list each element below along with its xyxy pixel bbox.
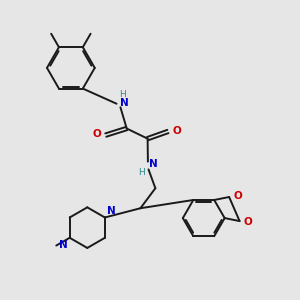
Text: N: N — [59, 240, 68, 250]
Text: N: N — [119, 98, 128, 107]
Text: O: O — [93, 130, 102, 140]
Text: N: N — [107, 206, 116, 216]
Text: H: H — [119, 90, 126, 99]
Text: N: N — [149, 159, 158, 169]
Text: O: O — [172, 126, 181, 136]
Text: O: O — [233, 191, 242, 201]
Text: H: H — [138, 168, 144, 177]
Text: O: O — [244, 217, 252, 227]
